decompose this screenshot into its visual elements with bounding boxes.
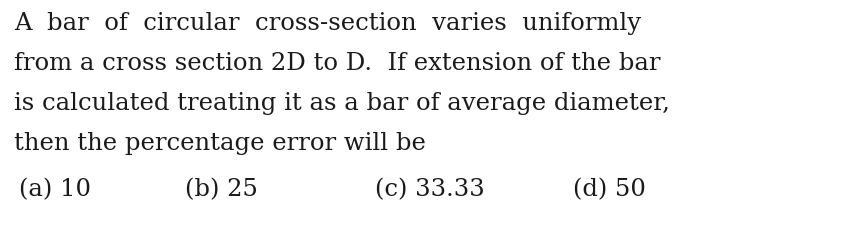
Text: from a cross section 2D to D.  If extension of the bar: from a cross section 2D to D. If extensi… (14, 52, 660, 75)
Text: then the percentage error will be: then the percentage error will be (14, 131, 426, 154)
Text: (a) 10: (a) 10 (19, 177, 91, 200)
Text: (b) 25: (b) 25 (185, 177, 258, 200)
Text: is calculated treating it as a bar of average diameter,: is calculated treating it as a bar of av… (14, 92, 670, 115)
Text: A  bar  of  circular  cross-section  varies  uniformly: A bar of circular cross-section varies u… (14, 12, 641, 35)
Text: (c) 33.33: (c) 33.33 (375, 177, 484, 200)
Text: (d) 50: (d) 50 (573, 177, 646, 200)
